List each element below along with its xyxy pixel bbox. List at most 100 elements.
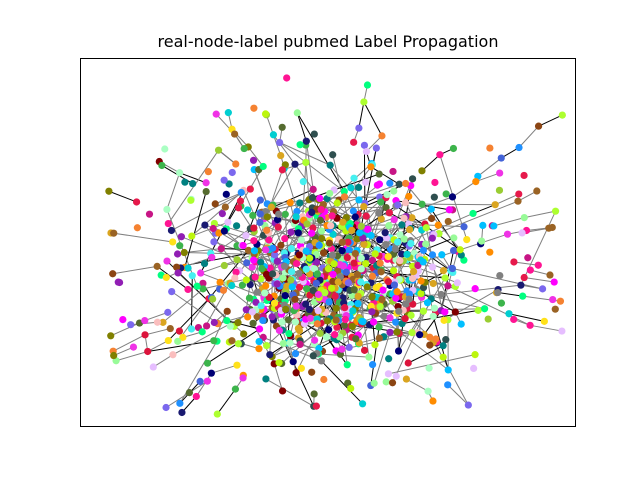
- graph-edge: [253, 169, 268, 205]
- graph-node: [375, 209, 383, 217]
- graph-node: [297, 236, 306, 244]
- graph-node: [129, 343, 138, 351]
- graph-node: [436, 151, 444, 159]
- graph-node: [368, 272, 377, 280]
- graph-node: [231, 385, 240, 393]
- graph-node: [177, 233, 186, 241]
- nodes-layer: [105, 74, 566, 418]
- graph-node: [450, 234, 458, 242]
- graph-node: [107, 332, 115, 340]
- graph-node: [442, 336, 450, 344]
- graph-node: [348, 322, 356, 331]
- graph-node: [368, 256, 377, 265]
- graph-node: [360, 98, 368, 106]
- graph-edge: [167, 298, 210, 341]
- graph-node: [261, 289, 269, 297]
- graph-edge: [353, 178, 367, 264]
- graph-node: [408, 274, 417, 283]
- graph-node: [270, 299, 279, 307]
- graph-node: [393, 288, 401, 296]
- graph-node: [382, 203, 390, 212]
- graph-edge: [407, 345, 444, 364]
- graph-node: [428, 251, 437, 259]
- graph-node: [268, 313, 276, 321]
- graph-node: [250, 256, 258, 264]
- graph-node: [232, 268, 240, 276]
- graph-edge: [360, 265, 413, 269]
- graph-edge: [147, 340, 214, 352]
- graph-node: [313, 270, 322, 278]
- graph-node: [314, 290, 323, 299]
- graph-node: [348, 226, 356, 234]
- graph-node: [356, 229, 364, 237]
- graph-node: [255, 337, 263, 346]
- graph-node: [203, 322, 211, 330]
- graph-node: [545, 224, 553, 232]
- graph-node: [407, 239, 415, 248]
- graph-node: [166, 324, 174, 333]
- graph-node: [367, 302, 375, 310]
- graph-node: [224, 218, 232, 226]
- graph-node: [388, 379, 397, 387]
- graph-node: [341, 304, 349, 312]
- graph-edge: [166, 172, 181, 210]
- graph-node: [341, 315, 349, 324]
- graph-node: [409, 300, 417, 308]
- graph-edge: [281, 319, 329, 364]
- graph-node: [319, 249, 328, 257]
- graph-node: [198, 328, 206, 336]
- graph-node: [383, 191, 391, 199]
- graph-edge: [475, 172, 500, 183]
- graph-node: [258, 264, 266, 273]
- graph-node: [325, 326, 333, 334]
- graph-node: [329, 151, 337, 159]
- graph-node: [451, 308, 459, 316]
- graph-node: [520, 171, 528, 180]
- graph-node: [355, 124, 363, 132]
- graph-node: [429, 312, 437, 320]
- graph-edge: [112, 334, 146, 352]
- graph-node: [303, 285, 311, 293]
- graph-node: [169, 238, 177, 246]
- graph-node: [234, 204, 243, 212]
- graph-node: [520, 273, 528, 282]
- graph-node: [419, 258, 427, 266]
- graph-node: [360, 203, 368, 211]
- graph-node: [252, 298, 260, 306]
- graph-node: [259, 162, 267, 171]
- graph-node: [294, 229, 302, 237]
- graph-node: [437, 290, 445, 299]
- graph-node: [329, 270, 337, 279]
- graph-node: [228, 281, 236, 290]
- graph-node: [519, 292, 527, 300]
- graph-edge: [108, 190, 137, 203]
- graph-node: [390, 216, 398, 224]
- graph-node: [175, 327, 184, 335]
- graph-node: [491, 201, 499, 209]
- graph-node: [385, 209, 393, 217]
- graph-node: [184, 264, 192, 272]
- graph-node: [199, 279, 207, 287]
- graph-node: [202, 179, 210, 187]
- graph-node: [390, 281, 398, 289]
- graph-node: [534, 261, 542, 269]
- graph-node: [402, 179, 410, 188]
- graph-node: [398, 250, 406, 258]
- graph-node: [196, 377, 204, 385]
- graph-node: [291, 318, 300, 326]
- graph-node: [444, 282, 452, 290]
- graph-node: [216, 278, 224, 286]
- graph-node: [344, 379, 352, 387]
- graph-node: [180, 248, 188, 257]
- graph-node: [390, 187, 398, 195]
- graph-node: [418, 167, 426, 175]
- graph-edge: [279, 142, 345, 192]
- graph-edge: [312, 173, 380, 199]
- graph-node: [163, 205, 171, 214]
- graph-node: [533, 187, 541, 195]
- graph-node: [408, 175, 417, 183]
- graph-node: [343, 361, 351, 369]
- graph-node: [210, 238, 218, 246]
- graph-node: [110, 229, 118, 237]
- graph-edge: [153, 354, 174, 368]
